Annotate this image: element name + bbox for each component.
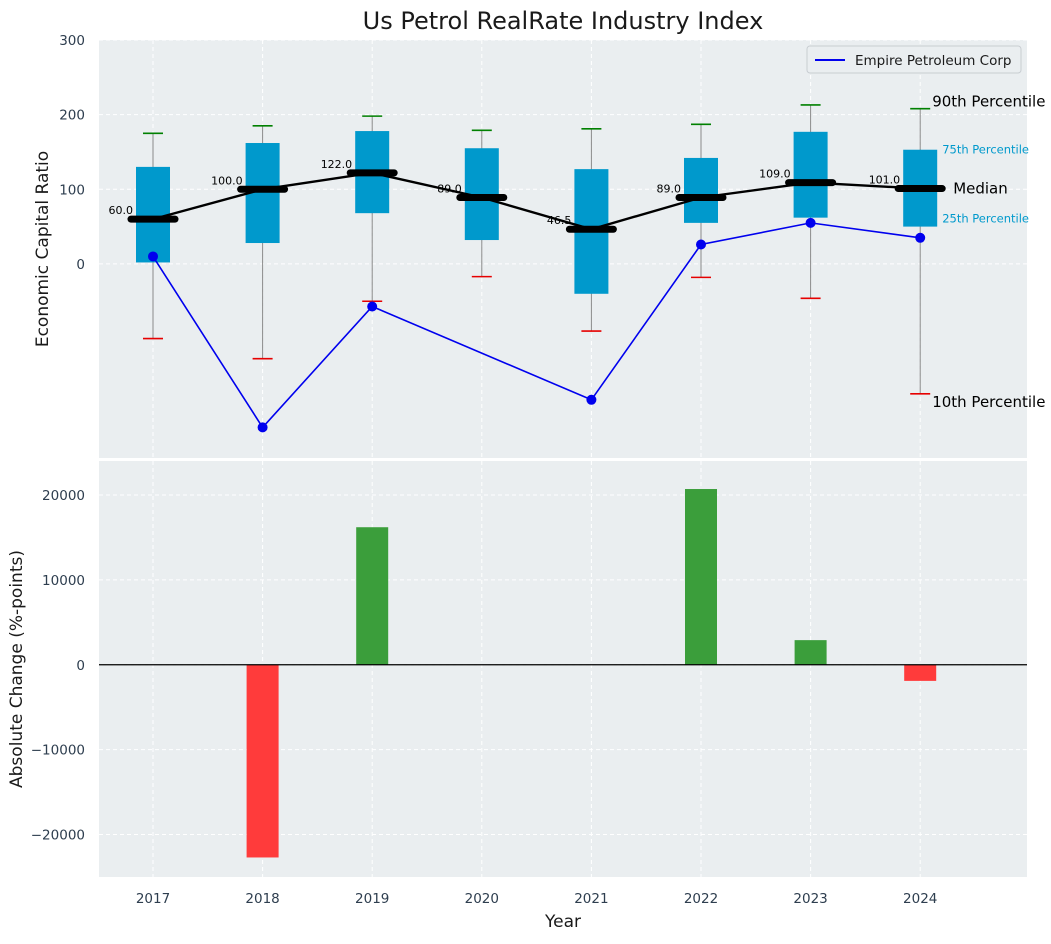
change-bar: [794, 640, 827, 665]
p90-annotation: 90th Percentile: [932, 93, 1045, 111]
bottom-plot-area: [99, 461, 1027, 877]
top-plot-area: [99, 40, 1027, 458]
bottom-y-tick-label: 0: [76, 658, 85, 674]
top-y-tick-label: 100: [59, 182, 85, 198]
x-ticks: 2017 2018 2019 2020 2021 2022 2023 2024: [136, 891, 938, 907]
iqr-box: [793, 131, 828, 218]
company-point: [696, 239, 706, 250]
change-bar: [356, 527, 389, 665]
change-bar: [904, 664, 937, 681]
p10-annotation: 10th Percentile: [932, 393, 1045, 411]
company-point: [915, 232, 926, 243]
top-y-axis-label: Economic Capital Ratio: [33, 151, 53, 347]
bottom-y-tick-label: 10000: [42, 573, 85, 589]
median-value-label: 89.0: [657, 182, 682, 195]
x-tick-label: 2021: [574, 891, 608, 907]
change-bar: [685, 489, 717, 665]
iqr-box: [136, 166, 170, 263]
company-point: [148, 251, 158, 262]
x-tick-label: 2022: [684, 891, 718, 907]
median-value-label: 60.0: [109, 204, 134, 217]
top-y-tick-label: 0: [76, 257, 85, 273]
median-value-label: 101.0: [869, 174, 901, 187]
x-tick-label: 2020: [465, 891, 499, 907]
median-labels: 60.0 100.0 122.0 89.0 46.5 89.0 109.0 101.0: [109, 158, 901, 227]
chart-title: Us Petrol RealRate Industry Index: [363, 7, 764, 35]
percentile-annotations: 90th Percentile 75th Percentile Median 25th…: [932, 93, 1045, 411]
iqr-box: [684, 157, 718, 223]
company-point: [257, 422, 268, 433]
median-value-label: 100.0: [211, 174, 243, 187]
q3-annotation: 75th Percentile: [942, 143, 1029, 157]
x-tick-label: 2017: [136, 891, 170, 907]
x-tick-label: 2018: [245, 891, 279, 907]
bottom-y-tick-label: −20000: [31, 828, 85, 844]
company-point: [367, 301, 378, 312]
company-point: [805, 217, 816, 228]
bottom-y-ticks: −20000 −10000 0 10000 20000: [31, 488, 85, 844]
q1-annotation: 25th Percentile: [942, 212, 1029, 226]
x-tick-label: 2019: [355, 891, 389, 907]
company-point: [586, 394, 597, 405]
x-tick-label: 2023: [793, 891, 827, 907]
top-y-tick-label: 200: [59, 108, 85, 124]
bottom-y-axis-label: Absolute Change (%-points): [7, 550, 27, 788]
top-y-tick-label: 300: [59, 33, 85, 49]
median-value-label: 46.5: [547, 214, 572, 227]
legend-box: [806, 45, 1022, 74]
company-series: [148, 217, 926, 433]
bottom-y-tick-label: −10000: [31, 743, 85, 759]
change-bar: [246, 664, 279, 858]
legend: Empire Petroleum Corp: [806, 45, 1022, 74]
median-trend: [127, 169, 946, 233]
legend-label: Empire Petroleum Corp: [855, 53, 1011, 69]
top-y-ticks: 0 100 200 300: [59, 33, 85, 273]
median-value-label: 89.0: [437, 182, 462, 195]
median-value-label: 122.0: [321, 158, 353, 171]
median-annotation: Median: [953, 180, 1008, 198]
change-bars: [246, 489, 937, 858]
bottom-y-tick-label: 20000: [42, 488, 85, 504]
x-tick-label: 2024: [903, 891, 937, 907]
median-value-label: 109.0: [759, 168, 791, 181]
x-axis-label: Year: [544, 912, 581, 932]
